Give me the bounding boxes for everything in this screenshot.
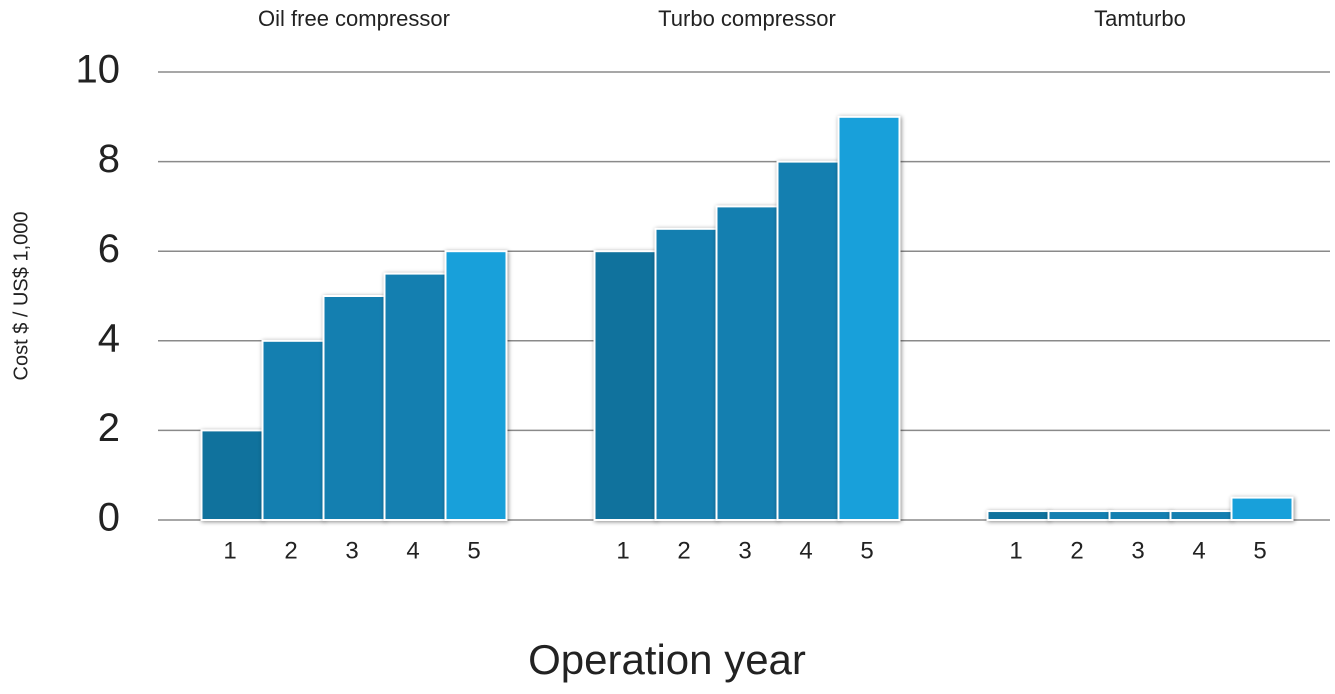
- x-tick-label: 1: [223, 537, 236, 564]
- x-tick-label: 2: [677, 537, 690, 564]
- x-tick-label: 5: [467, 537, 480, 564]
- x-tick-label: 2: [1070, 537, 1083, 564]
- bar: [444, 250, 508, 521]
- bar: [837, 115, 901, 522]
- group-title: Tamturbo: [1094, 6, 1186, 31]
- x-tick-label: 4: [799, 537, 812, 564]
- x-tick-label: 3: [345, 537, 358, 564]
- x-tick-label: 3: [1131, 537, 1144, 564]
- x-tick-label: 4: [406, 537, 419, 564]
- bar: [593, 250, 657, 521]
- y-tick-label: 8: [98, 137, 120, 181]
- bar: [715, 205, 779, 521]
- x-axis-label: Operation year: [528, 636, 806, 683]
- x-tick-label: 5: [860, 537, 873, 564]
- group-title: Oil free compressor: [258, 6, 450, 31]
- bar: [261, 339, 325, 521]
- bar: [322, 295, 386, 521]
- bar: [200, 429, 264, 521]
- x-tick-label: 2: [284, 537, 297, 564]
- x-tick-label: 4: [1192, 537, 1205, 564]
- bar: [1108, 510, 1172, 522]
- bar: [1047, 510, 1111, 522]
- bar: [654, 227, 718, 522]
- bar: [776, 160, 840, 521]
- y-axis-label: Cost $ / US$ 1,000: [10, 212, 32, 381]
- x-tick-label: 5: [1253, 537, 1266, 564]
- y-tick-label: 2: [98, 406, 120, 450]
- group-title: Turbo compressor: [658, 6, 836, 31]
- y-tick-label: 6: [98, 227, 120, 271]
- y-tick-label: 10: [76, 48, 121, 92]
- x-tick-label: 3: [738, 537, 751, 564]
- x-tick-label: 1: [1009, 537, 1022, 564]
- x-tick-label: 1: [616, 537, 629, 564]
- y-tick-label: 0: [98, 496, 120, 540]
- bar: [1230, 496, 1294, 522]
- y-tick-label: 4: [98, 316, 120, 360]
- bar: [986, 510, 1050, 522]
- bar: [383, 272, 447, 521]
- bar: [1169, 510, 1233, 522]
